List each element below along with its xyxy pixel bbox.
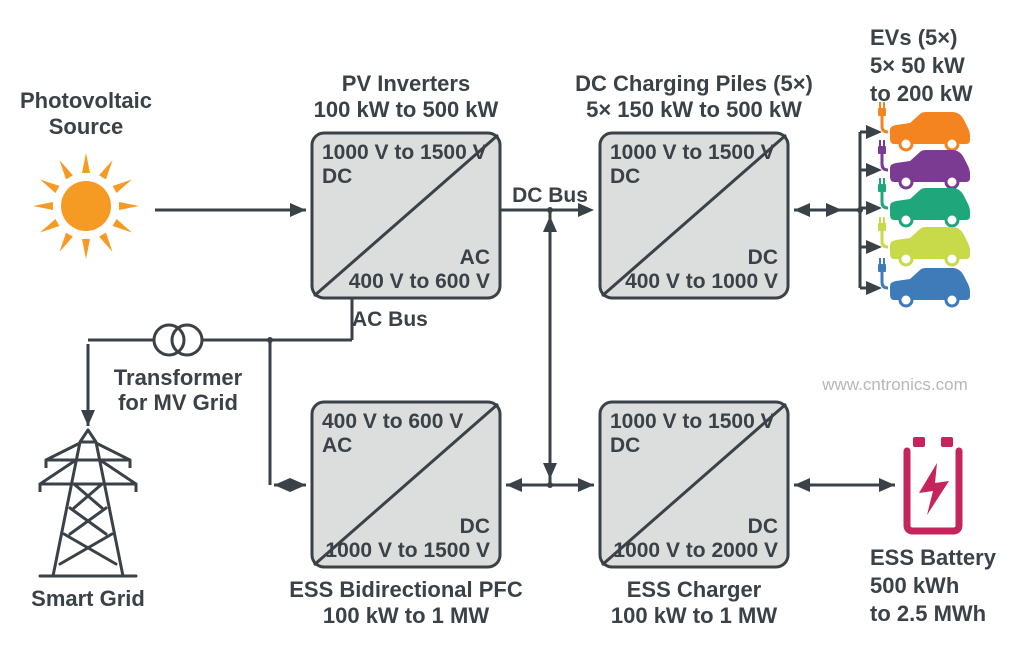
dc_piles-top1: 1000 V to 1500 V [610, 141, 775, 164]
battery-icon [907, 437, 959, 531]
ess-battery-l2: to 2.5 MWh [870, 601, 986, 626]
pv_inverter-top1: 1000 V to 1500 V [322, 141, 487, 164]
ess_pfc-bot1: DC [460, 515, 490, 538]
pv-source-label2: Source [49, 114, 124, 139]
sun-icon [33, 153, 139, 259]
ess_pfc-title1: ESS Bidirectional PFC [289, 577, 523, 602]
credit-text: www.cntronics.com [821, 375, 967, 394]
tower-icon [40, 430, 136, 576]
ess_pfc-bot2: 1000 V to 1500 V [325, 539, 490, 562]
pv_inverter-title2: 100 kW to 500 kW [314, 97, 499, 122]
dc-bus-label: DC Bus [512, 184, 588, 207]
ess_charger-title1: ESS Charger [627, 577, 762, 602]
pv_inverter-title1: PV Inverters [342, 71, 470, 96]
transformer-label2: for MV Grid [118, 390, 238, 415]
ev-icon-0 [878, 102, 970, 150]
smart-grid-label: Smart Grid [31, 586, 145, 611]
evs-l1: 5× 50 kW [870, 53, 965, 78]
ess_charger-bot2: 1000 V to 2000 V [613, 539, 778, 562]
transformer-label1: Transformer [114, 365, 243, 390]
ess_charger-top1: 1000 V to 1500 V [610, 410, 775, 433]
ess_pfc-top2: AC [322, 434, 352, 457]
pv-source-label1: Photovoltaic [20, 88, 152, 113]
ess_charger-bot1: DC [748, 515, 778, 538]
ess_charger-block: ESS Charger100 kW to 1 MW 1000 V to 1500 … [600, 402, 788, 628]
ess_pfc-title2: 100 kW to 1 MW [323, 603, 489, 628]
ess_charger-top2: DC [610, 434, 640, 457]
dc_piles-block: DC Charging Piles (5×)5× 150 kW to 500 k… [575, 71, 813, 298]
ess_charger-title2: 100 kW to 1 MW [611, 603, 777, 628]
transformer-icon [154, 325, 202, 355]
dc_piles-bot2: 400 V to 1000 V [625, 270, 778, 293]
ess_pfc-block: ESS Bidirectional PFC100 kW to 1 MW 400 V… [289, 402, 523, 628]
dc_piles-top2: DC [610, 165, 640, 188]
dc_piles-title1: DC Charging Piles (5×) [575, 71, 813, 96]
evs-l2: to 200 kW [870, 81, 973, 106]
pv_inverter-bot1: AC [460, 246, 490, 269]
ac-bus-label: AC Bus [352, 308, 428, 331]
ess-battery-l1: 500 kWh [870, 573, 959, 598]
dc_piles-title2: 5× 150 kW to 500 kW [586, 97, 802, 122]
ess-battery-title: ESS Battery [870, 545, 997, 570]
pv_inverter-bot2: 400 V to 600 V [349, 270, 490, 293]
dc_piles-bot1: DC [748, 246, 778, 269]
pv_inverter-top2: DC [322, 165, 352, 188]
evs-title: EVs (5×) [870, 25, 957, 50]
ess_pfc-top1: 400 V to 600 V [322, 410, 463, 433]
pv_inverter-block: PV Inverters100 kW to 500 kW 1000 V to 15… [312, 71, 500, 298]
